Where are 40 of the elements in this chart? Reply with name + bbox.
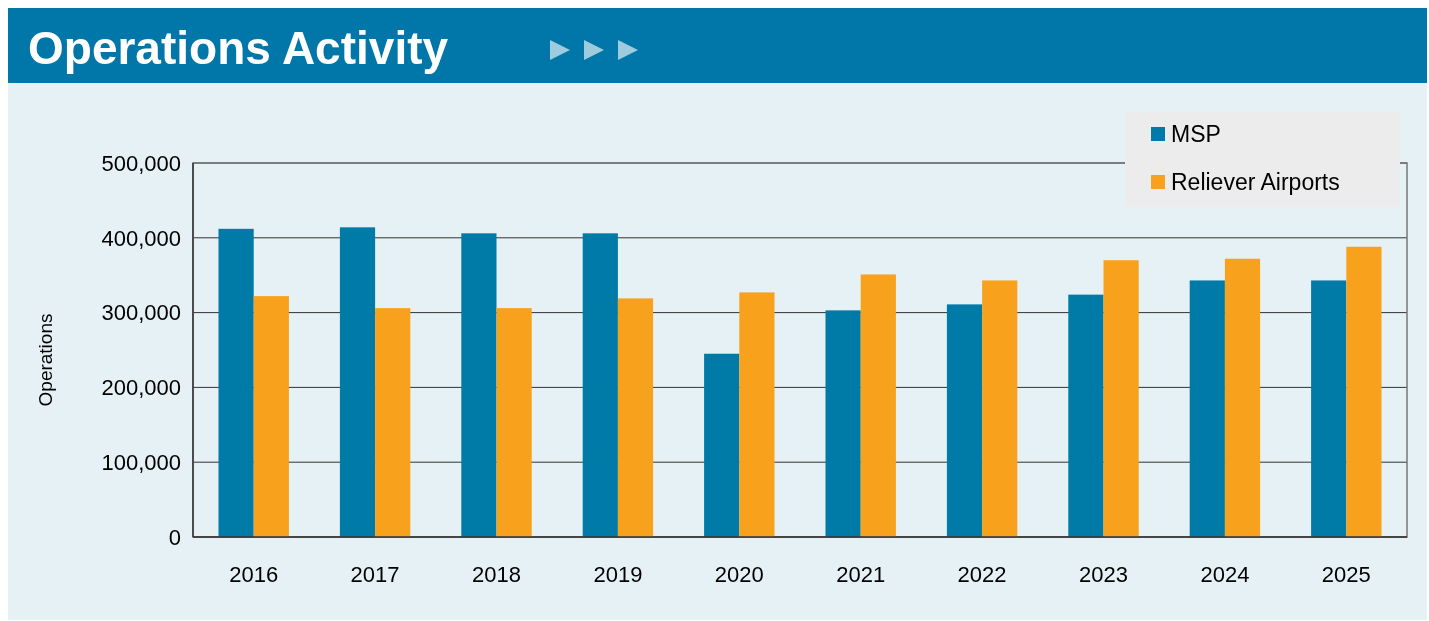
x-tick-label: 2022	[957, 562, 1007, 587]
x-tick-label: 2023	[1079, 562, 1128, 587]
y-axis-title: Operations	[35, 313, 56, 407]
legend-label: Reliever Airports	[1171, 169, 1340, 196]
bar	[825, 310, 861, 537]
bar	[617, 298, 654, 537]
x-tick-label: 2025	[1321, 562, 1371, 587]
chart-title: Operations Activity	[28, 22, 449, 74]
y-tick-label: 300,000	[101, 300, 181, 326]
bar	[860, 274, 896, 537]
x-tick-label: 2024	[1200, 562, 1250, 587]
bar	[1189, 280, 1225, 537]
bar	[218, 228, 254, 537]
bar	[461, 233, 497, 537]
bar	[582, 233, 618, 537]
x-tick-label: 2021	[836, 562, 886, 587]
y-tick-label: 0	[168, 524, 181, 550]
bar	[982, 280, 1018, 537]
x-tick-label: 2018	[472, 562, 521, 587]
y-tick-label: 100,000	[101, 449, 181, 475]
bar	[1346, 246, 1382, 537]
bar	[496, 308, 532, 537]
y-tick-label: 400,000	[101, 225, 181, 251]
bar	[704, 353, 740, 537]
bar	[1311, 280, 1347, 537]
x-tick-label: 2016	[229, 562, 279, 587]
legend-label: MSP	[1171, 121, 1221, 148]
x-tick-label: 2020	[714, 562, 764, 587]
bar	[1103, 260, 1139, 537]
x-tick-label: 2017	[350, 562, 400, 587]
y-tick-label: 500,000	[101, 150, 181, 176]
bar	[946, 304, 983, 537]
x-tick-label: 2019	[593, 562, 643, 587]
bar	[1068, 294, 1104, 537]
bar	[1224, 258, 1261, 537]
bar	[739, 292, 775, 537]
y-tick-label: 200,000	[101, 375, 181, 401]
bar	[339, 227, 376, 537]
bar	[375, 308, 411, 537]
bar	[253, 296, 289, 537]
